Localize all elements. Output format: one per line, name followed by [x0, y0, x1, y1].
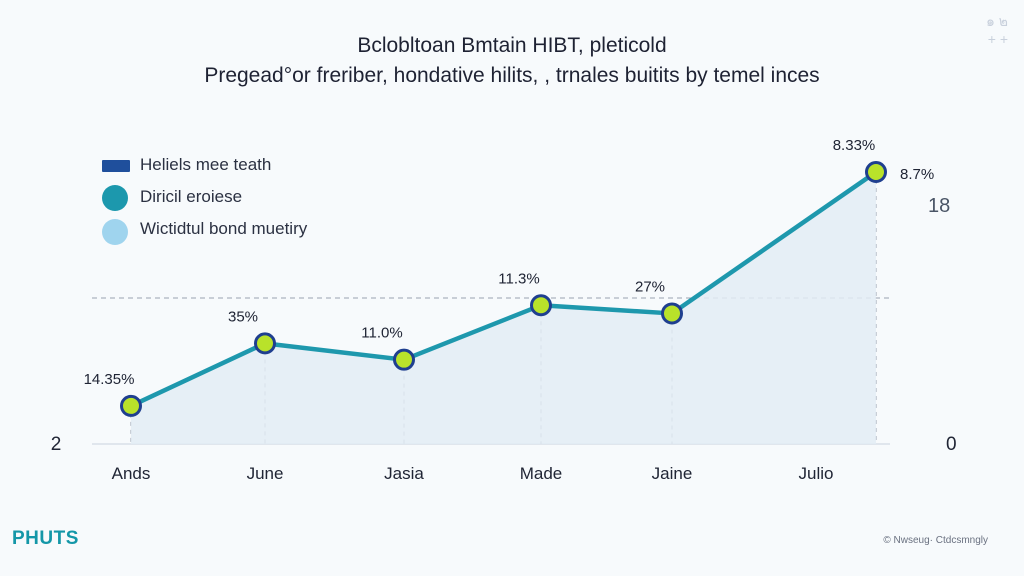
data-label-5: 8.33%	[833, 137, 876, 154]
legend-item-3: Wictidtul bond muetiry	[102, 216, 307, 248]
x-tick-label-0: Ands	[112, 464, 151, 483]
corner-glyph-bottom: + +	[987, 31, 1008, 47]
series-line	[128, 169, 879, 409]
series-area	[131, 172, 876, 444]
data-point-1	[254, 332, 276, 355]
chart-subtitle: Pregead°or freriber, hondative hilits, ,…	[204, 64, 820, 87]
chart-title: Bclobltoan Bmtain HIBT, pleticold	[357, 34, 667, 57]
corner-glyph-top: ๑ ๒	[985, 13, 1008, 29]
legend-swatch-dot	[102, 185, 128, 211]
data-point-3	[530, 294, 552, 317]
data-point-4	[661, 302, 683, 325]
data-label-0: 14.35%	[84, 371, 135, 388]
legend-item-1: Heliels mee teath	[102, 152, 307, 184]
right-axis-label-1: 18	[928, 195, 950, 217]
x-tick-label-1: June	[247, 464, 284, 483]
data-point-2	[393, 348, 415, 371]
legend-label-1: Heliels mee teath	[140, 155, 272, 174]
right-axis-label-0: 8.7%	[900, 166, 934, 183]
data-label-4: 27%	[635, 278, 665, 295]
credit-text: © Nwseug· Ctdcsmngly	[883, 535, 988, 546]
data-point-0	[120, 394, 142, 417]
data-point-5	[865, 161, 887, 183]
data-label-3: 11.3%	[498, 270, 539, 287]
legend-item-2: Diricil eroiese	[102, 184, 307, 216]
legend-label-3: Wictidtul bond muetiry	[140, 219, 308, 238]
legend: Heliels mee teath Diricil eroiese Wictid…	[102, 152, 307, 248]
axis-layer: Ands June Jasia Made Jaine Julio 2 8.7% 18 0	[51, 166, 957, 483]
area-layer	[131, 172, 876, 444]
line-layer	[128, 169, 879, 409]
legend-swatch-light-dot	[102, 219, 128, 245]
x-tick-label-5: Julio	[799, 464, 834, 483]
legend-label-2: Diricil eroiese	[140, 187, 243, 206]
brand-logo: PHUTS	[12, 528, 79, 549]
data-label-2: 11.0%	[361, 325, 402, 342]
marker-layer	[120, 161, 887, 417]
legend-swatch-rect	[102, 160, 130, 172]
x-tick-label-2: Jasia	[384, 464, 424, 483]
x-tick-label-3: Made	[520, 464, 563, 483]
left-axis-label: 2	[51, 434, 62, 455]
right-axis-label-2: 0	[946, 434, 957, 455]
label-layer: 14.35% 35% 11.0% 11.3% 27% 8.33%	[84, 137, 876, 388]
corner-decoration: ๑ ๒ + +	[986, 12, 1008, 48]
data-label-1: 35%	[228, 308, 258, 325]
x-tick-label-4: Jaine	[652, 464, 693, 483]
